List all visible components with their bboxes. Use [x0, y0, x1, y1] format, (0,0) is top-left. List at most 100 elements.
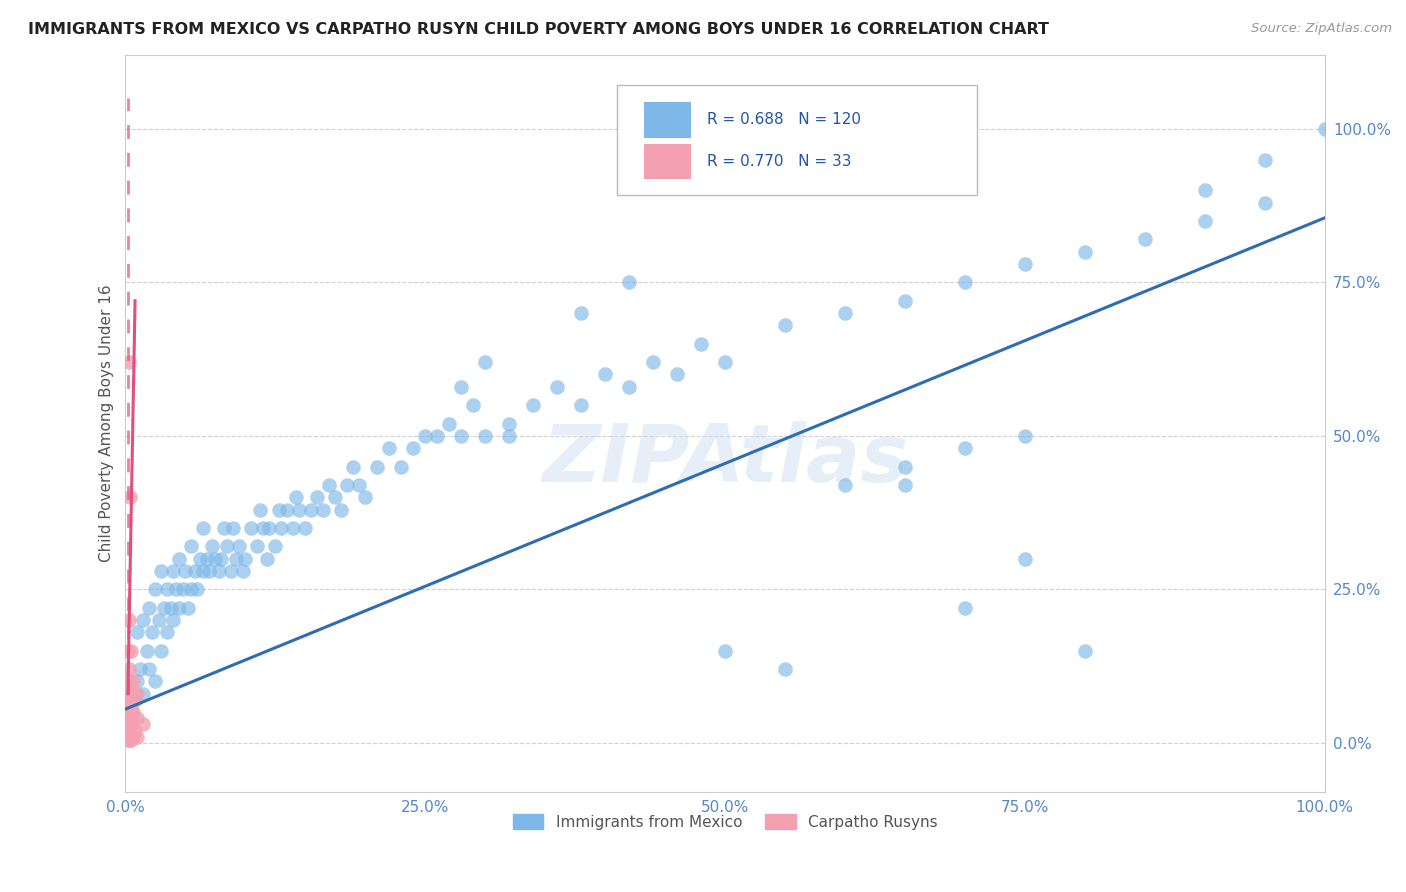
- Point: [121, 687, 143, 701]
- Point: [165, 582, 187, 597]
- Point: [117, 717, 139, 731]
- Point: [474, 355, 496, 369]
- Point: [1074, 244, 1097, 259]
- Text: R = 0.770   N = 33: R = 0.770 N = 33: [707, 153, 852, 169]
- Bar: [644, 103, 692, 137]
- Point: [120, 698, 142, 713]
- Point: [201, 540, 224, 554]
- Point: [127, 687, 149, 701]
- Point: [117, 730, 139, 744]
- Point: [132, 717, 155, 731]
- Point: [413, 429, 436, 443]
- Point: [145, 582, 167, 597]
- Point: [1254, 195, 1277, 210]
- Point: [569, 306, 592, 320]
- Point: [235, 551, 257, 566]
- Point: [953, 276, 976, 290]
- Point: [569, 398, 592, 412]
- Point: [402, 441, 425, 455]
- Point: [118, 687, 141, 701]
- Point: [318, 478, 340, 492]
- Point: [1014, 429, 1036, 443]
- Point: [714, 355, 737, 369]
- Point: [378, 441, 401, 455]
- Point: [121, 705, 143, 719]
- Point: [169, 600, 191, 615]
- Point: [184, 564, 207, 578]
- Bar: [644, 144, 692, 179]
- Point: [208, 564, 231, 578]
- Point: [240, 521, 263, 535]
- Point: [193, 521, 215, 535]
- Point: [249, 502, 271, 516]
- Point: [150, 564, 173, 578]
- Point: [121, 732, 143, 747]
- Point: [389, 459, 412, 474]
- Text: Source: ZipAtlas.com: Source: ZipAtlas.com: [1251, 22, 1392, 36]
- Point: [953, 441, 976, 455]
- FancyBboxPatch shape: [617, 85, 977, 195]
- Point: [834, 306, 856, 320]
- Legend: Immigrants from Mexico, Carpatho Rusyns: Immigrants from Mexico, Carpatho Rusyns: [506, 807, 943, 836]
- Point: [121, 705, 143, 719]
- Point: [138, 662, 160, 676]
- Point: [138, 600, 160, 615]
- Point: [222, 521, 245, 535]
- Point: [299, 502, 322, 516]
- Point: [180, 582, 202, 597]
- Point: [141, 625, 163, 640]
- Point: [153, 600, 176, 615]
- Point: [228, 540, 250, 554]
- Point: [439, 417, 461, 431]
- Point: [336, 478, 359, 492]
- Y-axis label: Child Poverty Among Boys Under 16: Child Poverty Among Boys Under 16: [100, 285, 114, 562]
- Point: [522, 398, 544, 412]
- Point: [120, 490, 142, 504]
- Point: [145, 674, 167, 689]
- Point: [643, 355, 665, 369]
- Point: [172, 582, 194, 597]
- Point: [156, 582, 179, 597]
- Point: [148, 613, 170, 627]
- Point: [894, 478, 917, 492]
- Point: [354, 490, 377, 504]
- Point: [498, 429, 520, 443]
- Point: [162, 564, 184, 578]
- Point: [117, 705, 139, 719]
- Point: [1313, 121, 1336, 136]
- Point: [160, 600, 183, 615]
- Point: [617, 380, 640, 394]
- Point: [118, 711, 141, 725]
- Point: [450, 429, 472, 443]
- Point: [264, 540, 287, 554]
- Point: [463, 398, 485, 412]
- Point: [259, 521, 281, 535]
- Point: [169, 551, 191, 566]
- Point: [1194, 214, 1216, 228]
- Point: [124, 693, 146, 707]
- Point: [186, 582, 208, 597]
- Point: [450, 380, 472, 394]
- Point: [117, 644, 139, 658]
- Point: [225, 551, 247, 566]
- Point: [267, 502, 290, 516]
- Point: [120, 730, 142, 744]
- Point: [1254, 153, 1277, 167]
- Point: [118, 355, 141, 369]
- Point: [121, 644, 143, 658]
- Point: [256, 551, 278, 566]
- Point: [124, 687, 146, 701]
- Point: [118, 723, 141, 738]
- Point: [136, 644, 159, 658]
- Point: [276, 502, 298, 516]
- Point: [204, 551, 226, 566]
- Point: [121, 711, 143, 725]
- Point: [124, 723, 146, 738]
- Point: [1014, 257, 1036, 271]
- Point: [117, 693, 139, 707]
- Point: [127, 730, 149, 744]
- Text: R = 0.688   N = 120: R = 0.688 N = 120: [707, 112, 860, 127]
- Point: [1194, 183, 1216, 197]
- Point: [117, 732, 139, 747]
- Point: [294, 521, 316, 535]
